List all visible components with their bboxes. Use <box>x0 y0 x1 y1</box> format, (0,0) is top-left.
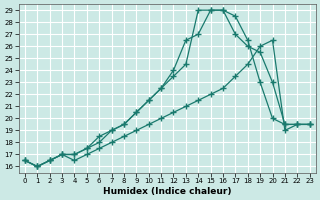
X-axis label: Humidex (Indice chaleur): Humidex (Indice chaleur) <box>103 187 232 196</box>
